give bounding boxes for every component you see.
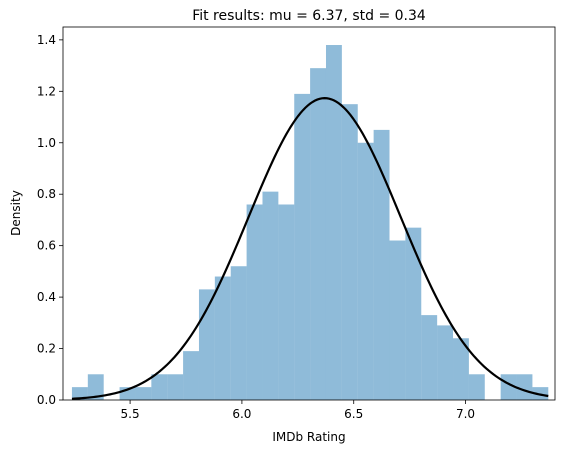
histogram-bar bbox=[357, 142, 374, 401]
plot-frame bbox=[62, 26, 556, 401]
histogram-bar bbox=[453, 338, 469, 400]
histogram-bar bbox=[437, 325, 454, 400]
histogram-bar bbox=[183, 351, 199, 400]
histogram-bar bbox=[294, 93, 311, 401]
histogram-bar bbox=[325, 45, 342, 400]
y-axis-ticks: 0.0 0.2 0.4 0.6 0.8 1.0 1.2 1.4 bbox=[37, 33, 63, 407]
histogram-bar bbox=[71, 387, 88, 400]
histogram-bar bbox=[167, 374, 184, 400]
x-axis-title: IMDb Rating bbox=[272, 430, 345, 444]
histogram-bar bbox=[278, 204, 295, 400]
histogram-bar bbox=[87, 374, 104, 400]
histogram-bar bbox=[262, 191, 279, 400]
histogram-bar bbox=[341, 104, 358, 400]
y-tick-label: 1.2 bbox=[37, 84, 56, 98]
histogram-bar bbox=[516, 374, 533, 400]
histogram-bar bbox=[389, 240, 406, 400]
histogram-bar bbox=[421, 315, 438, 400]
histogram-bar bbox=[468, 374, 485, 400]
histogram-bar bbox=[151, 374, 168, 400]
histogram-bars bbox=[71, 45, 549, 401]
histogram-bar bbox=[135, 387, 152, 400]
y-tick-label: 0.8 bbox=[37, 187, 56, 201]
histogram-bar bbox=[214, 276, 231, 400]
y-tick-label: 0.0 bbox=[37, 393, 56, 407]
fit-curve-line bbox=[71, 97, 549, 400]
y-tick-label: 0.4 bbox=[37, 290, 56, 304]
x-tick-label: 6.0 bbox=[232, 407, 251, 421]
histogram-bar bbox=[246, 204, 263, 400]
x-tick-label: 7.0 bbox=[456, 407, 475, 421]
y-tick-label: 0.2 bbox=[37, 342, 56, 356]
histogram-bar bbox=[198, 289, 215, 400]
y-tick-label: 1.4 bbox=[37, 33, 56, 47]
x-tick-label: 6.5 bbox=[344, 407, 363, 421]
x-axis-ticks: 5.5 6.0 6.5 7.0 bbox=[121, 400, 475, 421]
histogram-bar bbox=[310, 68, 326, 400]
y-tick-label: 1.0 bbox=[37, 136, 56, 150]
y-tick-label: 0.6 bbox=[37, 239, 56, 253]
x-tick-label: 5.5 bbox=[121, 407, 140, 421]
histogram-bar bbox=[373, 129, 390, 400]
histogram-bar bbox=[405, 227, 422, 400]
y-axis-title: Density bbox=[9, 190, 23, 236]
chart-title: Fit results: mu = 6.37, std = 0.34 bbox=[192, 8, 426, 24]
histogram-bar bbox=[230, 266, 247, 400]
